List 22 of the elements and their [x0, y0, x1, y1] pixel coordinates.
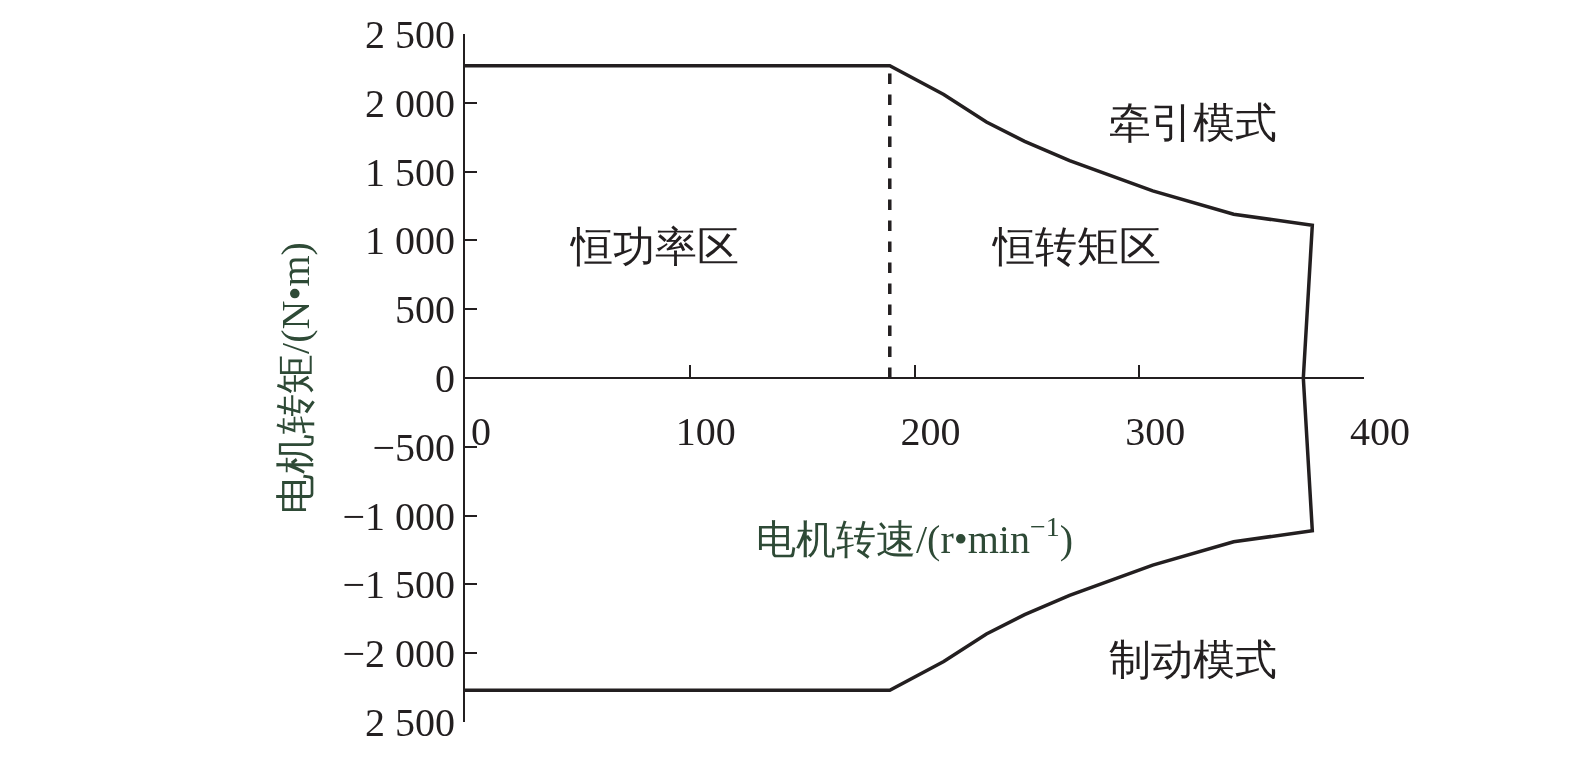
annotation: 牵引模式 — [1109, 100, 1277, 146]
y-tick-label: −2 000 — [342, 631, 455, 677]
annotation: 恒转矩区 — [991, 224, 1161, 270]
x-tick-label: 100 — [675, 409, 736, 454]
annotation: 恒功率区 — [569, 224, 739, 270]
y-tick-label: −1 500 — [342, 562, 455, 608]
y-tick-label: 1 000 — [365, 218, 455, 264]
y-tick-label: 0 — [435, 356, 455, 401]
y-tick-label: 2 000 — [365, 80, 455, 126]
y-axis-title: 电机转矩/(N•m) — [273, 242, 319, 514]
y-tick-label: 500 — [395, 287, 455, 333]
y-tick-label: 2 500 — [365, 700, 455, 745]
x-tick-label: 400 — [1350, 409, 1410, 454]
y-tick-label: −1 000 — [342, 493, 455, 539]
y-tick-label: 2 500 — [365, 12, 455, 57]
x-tick-label: 0 — [471, 409, 491, 454]
x-tick-label: 300 — [1125, 409, 1186, 454]
y-tick-label: −500 — [372, 424, 455, 470]
x-tick-label: 200 — [900, 409, 961, 454]
x-axis-title: 电机转速/(r•min$^{−1}$) — [756, 511, 1074, 562]
annotation: 制动模式 — [1109, 637, 1277, 683]
y-tick-label: 1 500 — [365, 149, 455, 195]
